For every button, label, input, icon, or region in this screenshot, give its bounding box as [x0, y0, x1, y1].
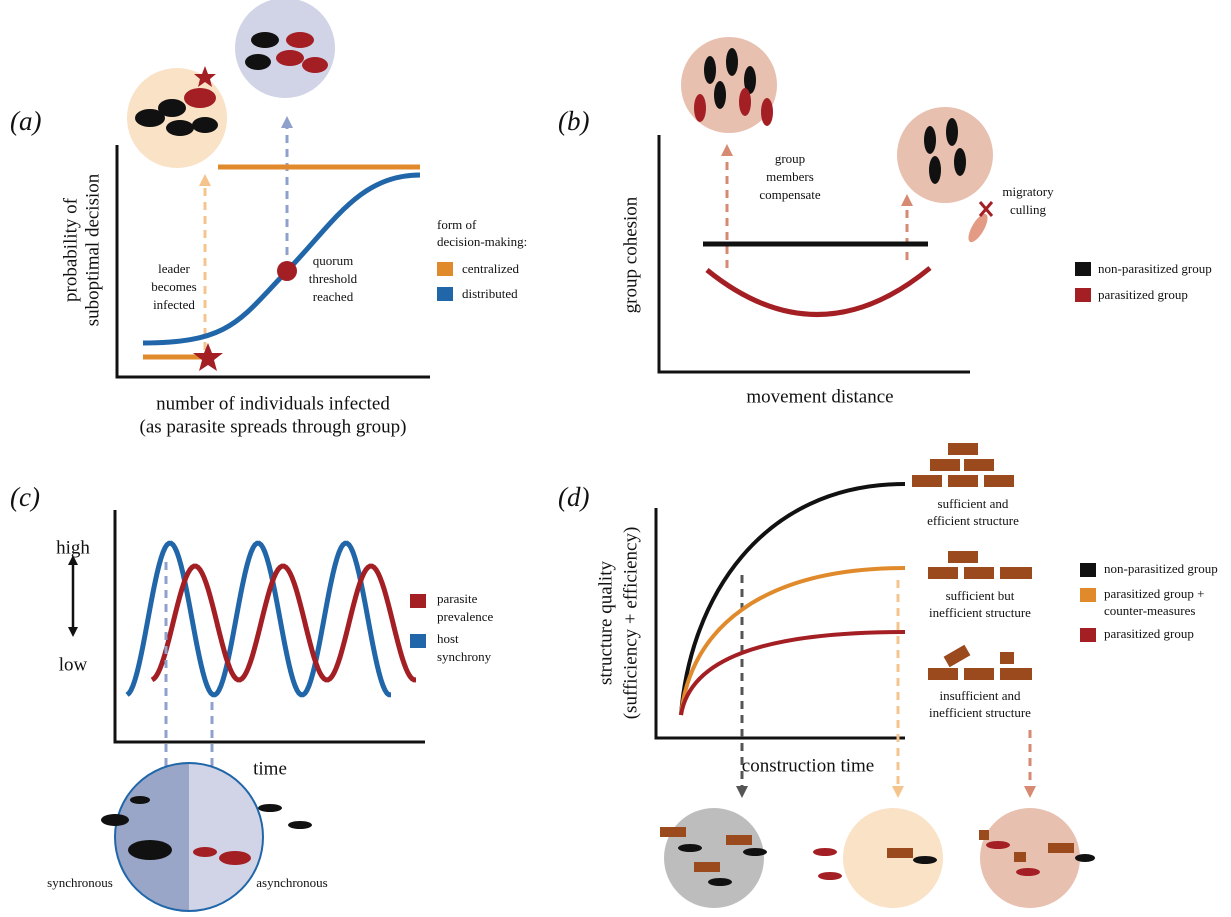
panel-a: (a) probability of suboptimal decision n… [10, 0, 527, 437]
axes [115, 510, 425, 742]
legend-swatch [1080, 588, 1096, 602]
annotation: group [775, 151, 805, 166]
legend-label: centralized [462, 261, 520, 276]
panel-b: (b) group cohesion movement distance gro… [558, 37, 1212, 407]
structure-label: insufficient and [940, 688, 1021, 703]
annotation: culling [1010, 202, 1047, 217]
legend-swatch [1080, 628, 1096, 642]
legend-label: distributed [462, 286, 518, 301]
structure-label: sufficient and [938, 496, 1009, 511]
structure-label: inefficient structure [929, 705, 1031, 720]
legend-swatch [410, 634, 426, 648]
legend-swatch [437, 287, 453, 301]
legend-label: parasitized group + [1104, 586, 1204, 601]
annotation: quorum [313, 253, 353, 268]
structure-label: inefficient structure [929, 605, 1031, 620]
figure: (a) probability of suboptimal decision n… [0, 0, 1231, 917]
legend-label: prevalence [437, 609, 494, 624]
legend-label: parasitized group [1104, 626, 1194, 641]
y-axis-label: group cohesion [620, 196, 641, 313]
panel-d: (d) structure quality (sufficiency + eff… [558, 443, 1218, 908]
legend-swatch [1075, 262, 1091, 276]
annotation: compensate [759, 187, 821, 202]
legend-label: parasite [437, 591, 478, 606]
legend-title: decision-making: [437, 234, 527, 249]
low-label: low [59, 654, 88, 675]
y-axis-label: probability of [60, 197, 81, 302]
x-axis-label: construction time [742, 755, 874, 776]
panel-c: (c) high low time synchronous asynchrono… [10, 482, 494, 911]
cross [980, 202, 992, 216]
legend-label: parasitized group [1098, 287, 1188, 302]
annotation: becomes [151, 279, 196, 294]
legend-title: form of [437, 217, 477, 232]
synchronous-label: synchronous [47, 875, 113, 890]
axes [656, 508, 905, 738]
bricks [660, 443, 1074, 872]
y-axis-label: structure quality [595, 561, 616, 685]
annotation: members [766, 169, 814, 184]
legend-swatch [437, 262, 453, 276]
icon-circle [980, 808, 1080, 908]
legend-swatch [1075, 288, 1091, 302]
icon-circle [897, 107, 993, 203]
y-axis-label: suboptimal decision [82, 173, 103, 326]
panel-label: (d) [558, 482, 589, 512]
x-axis-label: (as parasite spreads through group) [140, 416, 407, 437]
x-axis-label: time [253, 758, 287, 779]
panel-label: (a) [10, 106, 41, 136]
legend-label: host [437, 631, 459, 646]
x-axis-label: number of individuals infected [156, 393, 390, 414]
legend-swatch [1080, 563, 1096, 577]
legend-label: synchrony [437, 649, 492, 664]
icon-circle [235, 0, 335, 98]
legend-swatch [410, 594, 426, 608]
annotation: threshold [309, 271, 358, 286]
parasitized-curve [681, 632, 905, 715]
annotation: migratory [1002, 184, 1054, 199]
annotation: leader [158, 261, 190, 276]
structure-label: efficient structure [927, 513, 1019, 528]
asynchronous-label: asynchronous [256, 875, 328, 890]
annotation: reached [313, 289, 354, 304]
parasitized-curve [707, 268, 930, 315]
distributed-curve [143, 175, 420, 343]
legend-label: counter-measures [1104, 603, 1195, 618]
annotation: infected [153, 297, 195, 312]
panel-label: (c) [10, 482, 40, 512]
high-label: high [56, 537, 90, 558]
x-axis-label: movement distance [746, 386, 893, 407]
panel-label: (b) [558, 106, 589, 136]
threshold-point [277, 261, 297, 281]
y-axis-label: (sufficiency + efficiency) [620, 527, 641, 720]
icon-circle [664, 808, 764, 908]
structure-label: sufficient but [946, 588, 1015, 603]
culled-fish [965, 211, 991, 245]
legend-label: non-parasitized group [1098, 261, 1212, 276]
non-parasitized-curve [681, 484, 905, 715]
legend-label: non-parasitized group [1104, 561, 1218, 576]
